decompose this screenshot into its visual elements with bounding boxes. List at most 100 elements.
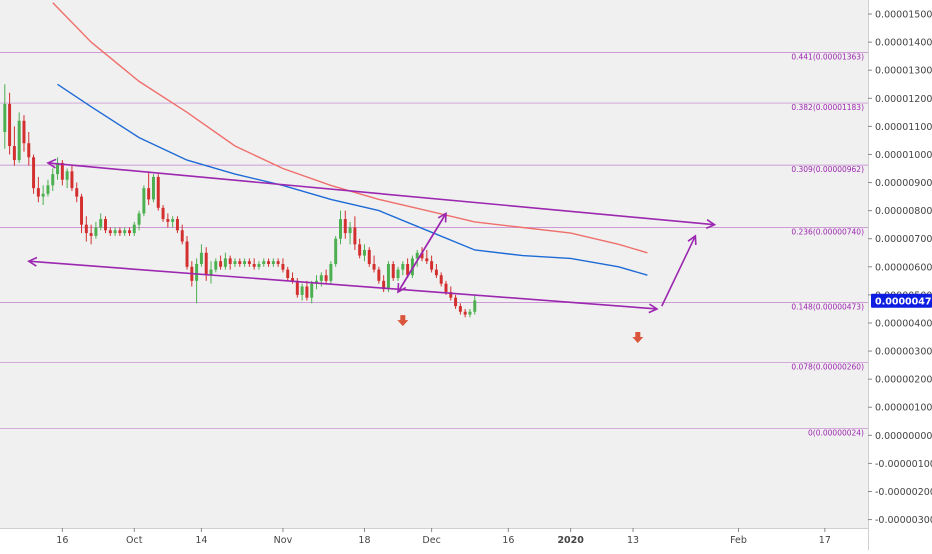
candle-body xyxy=(358,244,362,256)
down-candle xyxy=(180,224,184,245)
candle-body xyxy=(166,219,170,222)
up-candle xyxy=(113,227,117,236)
candle-body xyxy=(214,261,218,270)
up-candle xyxy=(132,221,136,236)
candle-body xyxy=(80,196,84,225)
candle-body xyxy=(267,261,271,264)
candle-body xyxy=(415,252,419,259)
down-candle xyxy=(8,92,12,155)
moving-averages xyxy=(52,2,648,276)
up-candle xyxy=(338,210,342,245)
down-candle xyxy=(267,258,271,267)
current-price-tag: 0.00000479 xyxy=(871,293,932,308)
down-candle xyxy=(27,132,31,166)
down-candle xyxy=(439,272,443,287)
down-candle xyxy=(228,255,232,270)
candle-body xyxy=(243,261,247,264)
down-candle xyxy=(104,216,107,234)
price-tick-label: 0.00001100 xyxy=(875,122,932,133)
candle-body xyxy=(396,269,400,279)
down-candle xyxy=(463,308,467,318)
candle-body xyxy=(463,311,467,315)
projection-arrow-head xyxy=(687,234,697,245)
down-candle xyxy=(80,193,84,234)
candle-body xyxy=(127,230,131,234)
time-tick-label: Dec xyxy=(422,535,440,546)
candle-body xyxy=(262,261,266,264)
candle-body xyxy=(286,269,290,279)
price-tick-label: -0.00000100 xyxy=(875,459,932,470)
up-candle xyxy=(214,258,218,273)
channel-lower-line-head xyxy=(648,303,659,314)
candle-body xyxy=(99,219,103,228)
up-candle xyxy=(41,185,45,206)
up-candle xyxy=(329,261,333,284)
candle-body xyxy=(305,286,309,298)
up-candle xyxy=(199,244,203,267)
candle-body xyxy=(324,275,328,281)
candle-body xyxy=(209,269,213,276)
down-candle xyxy=(406,258,410,279)
down-candle xyxy=(32,154,36,194)
up-candle xyxy=(315,275,318,290)
candle-body xyxy=(310,283,314,298)
up-candle xyxy=(142,185,146,217)
price-tick-label: 0.00000300 xyxy=(875,347,932,358)
up-candle xyxy=(123,227,127,236)
price-tag-background xyxy=(871,293,932,308)
down-candle xyxy=(458,303,462,315)
up-candle xyxy=(3,84,7,149)
candle-body xyxy=(300,286,304,295)
time-axis-background xyxy=(0,528,868,550)
down-candle xyxy=(425,249,429,264)
up-candle xyxy=(233,258,237,267)
up-candle xyxy=(223,252,227,270)
price-tick-label: 0.00000700 xyxy=(875,234,932,245)
down-candle xyxy=(372,255,376,273)
down-candle xyxy=(89,224,93,245)
up-candle xyxy=(56,157,60,180)
candle-body xyxy=(123,230,127,234)
price-tick-label: 0.00000200 xyxy=(875,375,932,386)
up-candle xyxy=(348,221,352,245)
candle-body xyxy=(3,103,7,132)
down-candle xyxy=(252,258,256,270)
candle-body xyxy=(204,252,208,276)
candle-body xyxy=(382,280,386,290)
up-candle xyxy=(415,249,419,267)
channel-lower-line-tail-head xyxy=(27,256,38,267)
candle-body xyxy=(104,219,107,231)
channel-lower-line xyxy=(28,260,658,310)
candle-body xyxy=(473,300,477,312)
candle-body xyxy=(372,264,376,270)
price-tick-label: 0.00000800 xyxy=(875,206,932,217)
price-tick-label: 0.00001300 xyxy=(875,66,932,77)
candle-body xyxy=(425,258,429,262)
down-candle xyxy=(367,247,371,267)
candle-body xyxy=(406,264,410,276)
fib-levels: 0.441(0.00001363) 0.382(0.00001183) 0.309(… xyxy=(0,52,868,438)
down-candle xyxy=(247,258,251,267)
up-candle xyxy=(401,261,405,276)
fib-level-label: 0.078(0.00000260) xyxy=(791,362,864,371)
down-candle xyxy=(175,216,179,234)
candle-body xyxy=(233,261,237,264)
candle-body xyxy=(434,269,438,276)
price-tick-label: -0.00000300 xyxy=(875,515,932,526)
moving-average-line xyxy=(57,83,648,276)
down-candle xyxy=(276,258,280,267)
candle-body xyxy=(391,264,395,279)
candle-body xyxy=(430,261,434,270)
candle-body xyxy=(247,261,251,264)
candle-body xyxy=(257,264,261,267)
candle-body xyxy=(137,213,141,225)
price-tick-label: 0.00000600 xyxy=(875,262,932,273)
up-candle xyxy=(300,283,304,301)
candle-body xyxy=(41,193,45,197)
candle-body xyxy=(295,280,299,295)
candle-body xyxy=(281,264,285,270)
projection-arrow xyxy=(661,235,697,307)
candle-body xyxy=(108,230,112,234)
